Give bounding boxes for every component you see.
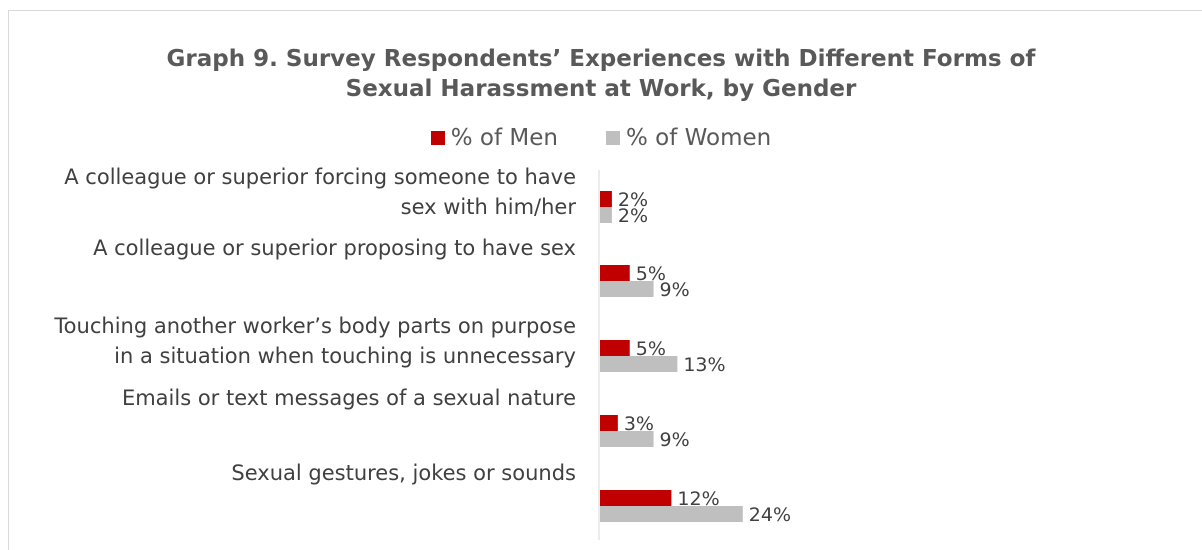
legend-swatch-women — [605, 131, 620, 145]
legend-label-women: % of Women — [625, 125, 772, 151]
category-label: Sexual gestures, jokes or sounds — [231, 461, 576, 485]
data-label-men: 5% — [636, 338, 666, 360]
bar-women — [600, 431, 654, 447]
legend-item-women: % of Women — [605, 124, 772, 152]
bar-women — [600, 207, 612, 223]
bar-men — [600, 490, 672, 506]
bar-women — [600, 356, 678, 372]
chart-title-line-2: Sexual Harassment at Work, by Gender — [345, 76, 857, 102]
bar-men — [600, 265, 630, 281]
data-label-women: 13% — [683, 354, 725, 376]
data-label-women: 24% — [749, 504, 791, 526]
legend-swatch-men — [430, 131, 445, 145]
chart-title: Graph 9. Survey Respondents’ Experiences… — [0, 44, 1202, 104]
category-label: A colleague or superior proposing to hav… — [93, 236, 576, 260]
data-label-men: 5% — [636, 263, 666, 285]
data-label-men: 12% — [677, 488, 719, 510]
bar-men — [600, 191, 612, 207]
category-label: A colleague or superior forcing someone … — [64, 165, 576, 189]
legend-item-men: % of Men — [430, 124, 558, 152]
category-label: sex with him/her — [401, 195, 577, 219]
category-label: in a situation when touching is unnecess… — [114, 344, 576, 368]
data-label-women: 9% — [660, 429, 690, 451]
data-label-men: 2% — [618, 189, 648, 211]
chart-frame — [8, 10, 1202, 550]
category-label: Emails or text messages of a sexual natu… — [122, 386, 576, 410]
bar-men — [600, 415, 618, 431]
data-label-women: 2% — [618, 205, 648, 227]
chart-title-line-1: Graph 9. Survey Respondents’ Experiences… — [166, 46, 1036, 72]
bar-men — [600, 340, 630, 356]
bar-women — [600, 281, 654, 297]
legend-label-men: % of Men — [450, 125, 558, 151]
data-label-women: 9% — [660, 279, 690, 301]
chart-legend: % of Men % of Women — [0, 124, 1202, 152]
data-label-men: 3% — [624, 413, 654, 435]
bar-women — [600, 506, 743, 522]
category-label: Touching another worker’s body parts on … — [53, 314, 576, 338]
